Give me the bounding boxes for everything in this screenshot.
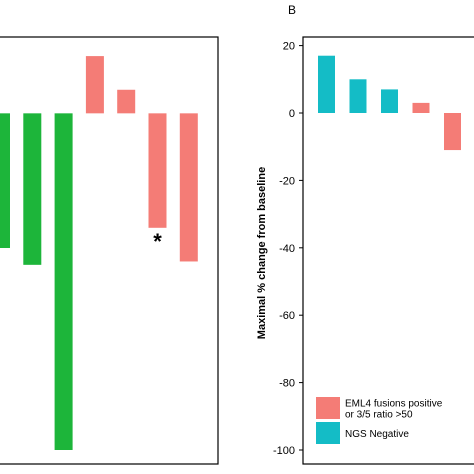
panel-a-bar (85, 56, 104, 114)
panel-b-y-tick-label: 20 (283, 41, 295, 53)
panel-b-y-tick-label: 0 (289, 108, 295, 120)
panel-a-bar (23, 113, 42, 265)
panel-b-bar (412, 102, 430, 113)
panel-b-label: B (288, 3, 296, 17)
panel-b-bar (318, 55, 335, 113)
panel-b-y-tick-label: -60 (279, 310, 295, 322)
panel-b-y-tick-label: -100 (273, 445, 295, 457)
panel-b-y-tick-label: -20 (279, 175, 295, 187)
panel-a-significance-annotation: * (153, 229, 162, 254)
panel-b-bar (381, 89, 398, 113)
panel-a-bars (0, 56, 198, 450)
panel-a-bar (117, 89, 136, 114)
panel-b-bar (444, 113, 461, 151)
legend-color-key (316, 397, 340, 419)
legend-color-key (316, 422, 340, 444)
panel-a-bar (179, 113, 198, 262)
legend-label: or 3/5 ratio >50 (345, 410, 413, 421)
panel-a-bar (54, 113, 73, 450)
panel-b-y-tick-label: -80 (279, 378, 295, 390)
panel-b: B 20 0 -20 -40 -60 -80 -100 Maximal % change f… (256, 3, 474, 465)
panel-b-y-tick-label: -40 (279, 243, 295, 255)
panel-a-bar (148, 113, 167, 228)
panel-b-bar (349, 79, 367, 113)
panel-a: * (0, 36, 219, 465)
legend-label: EML4 fusions positive (345, 399, 443, 410)
panel-a-plot-frame (0, 36, 219, 465)
panel-b-y-ticks: 20 0 -20 -40 -60 -80 -100 (273, 41, 303, 457)
panel-a-bar (0, 113, 10, 248)
legend-label: NGS Negative (345, 429, 409, 440)
panel-b-bars (318, 55, 461, 151)
panel-b-plot-frame (302, 36, 474, 465)
panel-b-y-axis-label: Maximal % change from baseline (256, 167, 268, 339)
